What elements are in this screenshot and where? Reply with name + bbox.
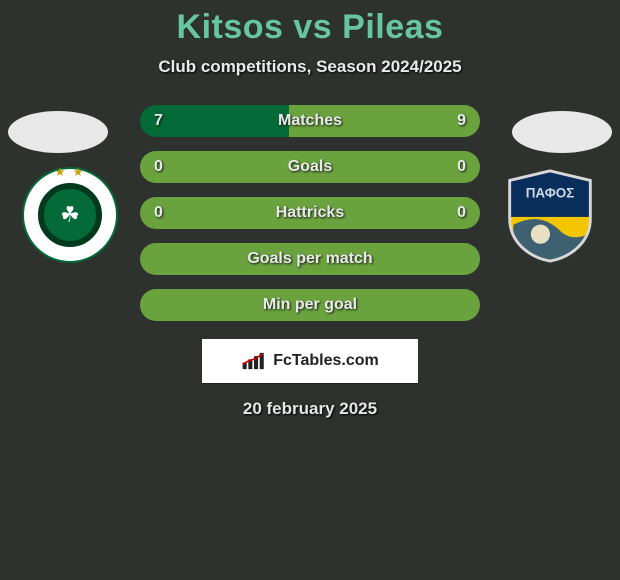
- player-face-left: [8, 111, 108, 153]
- player-face-right: [512, 111, 612, 153]
- brand-text: FcTables.com: [273, 352, 379, 370]
- club-logo-left: ★ ★ ☘: [22, 167, 118, 263]
- stat-pill: Goals per match: [140, 243, 480, 275]
- stat-value-right: 0: [457, 204, 466, 222]
- stat-label: Matches: [278, 112, 342, 130]
- stars-icon: ★ ★: [24, 165, 116, 179]
- stat-label: Min per goal: [263, 296, 357, 314]
- stat-value-left: 0: [154, 204, 163, 222]
- subtitle: Club competitions, Season 2024/2025: [0, 57, 620, 77]
- logo-text: ΠΑΦΟΣ: [526, 186, 575, 201]
- stat-value-left: 7: [154, 112, 163, 130]
- stat-value-left: 0: [154, 158, 163, 176]
- stat-pill: Goals 0 0: [140, 151, 480, 183]
- stat-pill: Matches 7 9: [140, 105, 480, 137]
- shield-icon: ΠΑΦΟΣ: [502, 167, 598, 263]
- club-logo-right: ΠΑΦΟΣ: [502, 167, 598, 263]
- brand-watermark: FcTables.com: [202, 339, 418, 383]
- stat-value-right: 0: [457, 158, 466, 176]
- page-title: Kitsos vs Pileas: [0, 0, 620, 47]
- stat-label: Goals: [288, 158, 332, 176]
- date-text: 20 february 2025: [0, 399, 620, 419]
- shamrock-icon: ☘: [60, 202, 80, 228]
- stat-pill: Min per goal: [140, 289, 480, 321]
- stat-label: Hattricks: [276, 204, 344, 222]
- stat-label: Goals per match: [247, 250, 372, 268]
- comparison-stage: ★ ★ ☘ ΠΑΦΟΣ Matches79Goals00Hattricks00G…: [0, 105, 620, 321]
- bar-chart-icon: [241, 350, 267, 372]
- stat-value-right: 9: [457, 112, 466, 130]
- stats-list: Matches 7 9 Goals 0 0 Hattricks 0 0 Goals per mat…: [140, 105, 480, 321]
- stat-pill: Hattricks 0 0: [140, 197, 480, 229]
